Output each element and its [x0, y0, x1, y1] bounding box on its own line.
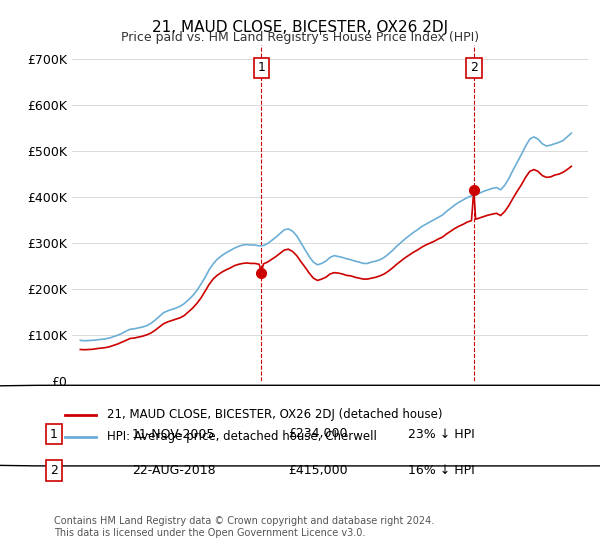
Text: 21, MAUD CLOSE, BICESTER, OX26 2DJ: 21, MAUD CLOSE, BICESTER, OX26 2DJ [152, 20, 448, 35]
Text: £234,000: £234,000 [288, 427, 347, 441]
Text: 1: 1 [50, 427, 58, 441]
Text: 2: 2 [50, 464, 58, 477]
Text: 21, MAUD CLOSE, BICESTER, OX26 2DJ (detached house): 21, MAUD CLOSE, BICESTER, OX26 2DJ (deta… [107, 408, 442, 421]
Text: £415,000: £415,000 [288, 464, 347, 477]
FancyBboxPatch shape [0, 385, 600, 466]
Text: HPI: Average price, detached house, Cherwell: HPI: Average price, detached house, Cher… [107, 430, 377, 443]
Text: 23% ↓ HPI: 23% ↓ HPI [408, 427, 475, 441]
Text: Price paid vs. HM Land Registry's House Price Index (HPI): Price paid vs. HM Land Registry's House … [121, 31, 479, 44]
Text: 16% ↓ HPI: 16% ↓ HPI [408, 464, 475, 477]
Text: 22-AUG-2018: 22-AUG-2018 [132, 464, 215, 477]
Text: 11-NOV-2005: 11-NOV-2005 [132, 427, 215, 441]
Text: 1: 1 [257, 61, 265, 74]
Text: Contains HM Land Registry data © Crown copyright and database right 2024.
This d: Contains HM Land Registry data © Crown c… [54, 516, 434, 538]
Text: 2: 2 [470, 61, 478, 74]
